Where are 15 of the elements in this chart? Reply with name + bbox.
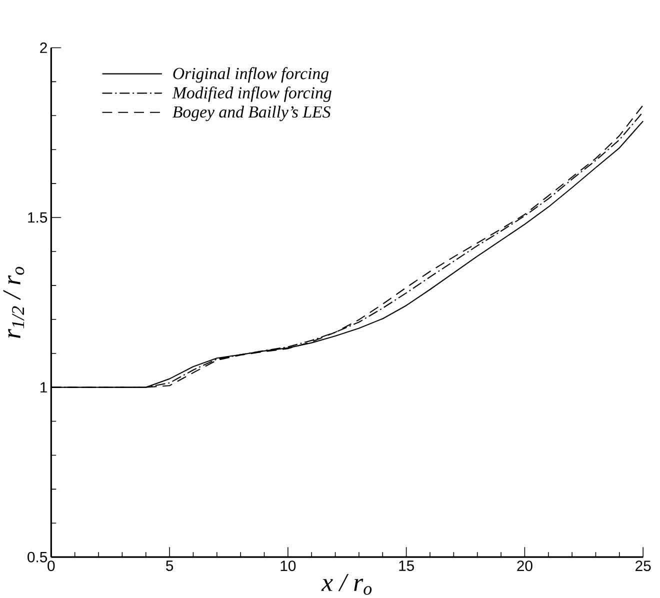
y-tick-label: 0.5 [28, 552, 48, 562]
y-tick-label: 2 [40, 42, 47, 53]
x-tick-label: 10 [280, 560, 296, 572]
y-tick-label: 1 [40, 382, 47, 392]
y-tick-label: 1.5 [28, 212, 48, 223]
legend-label: Bogey and Bailly’s LES [172, 106, 330, 122]
legend-label: Modified inflow forcing [172, 86, 332, 102]
x-tick-label: 5 [166, 560, 174, 571]
x-tick-label: 25 [636, 560, 651, 572]
x-tick-label: 15 [399, 560, 414, 571]
y-axis-title: r$_{1/2}$ / r$_{o}$ [3, 266, 24, 338]
legend-label: Original inflow forcing [173, 67, 329, 83]
x-axis-title: x / r$_{o}$ [321, 574, 372, 595]
x-tick-label: 20 [517, 560, 532, 572]
x-tick-label: 0 [48, 560, 55, 572]
